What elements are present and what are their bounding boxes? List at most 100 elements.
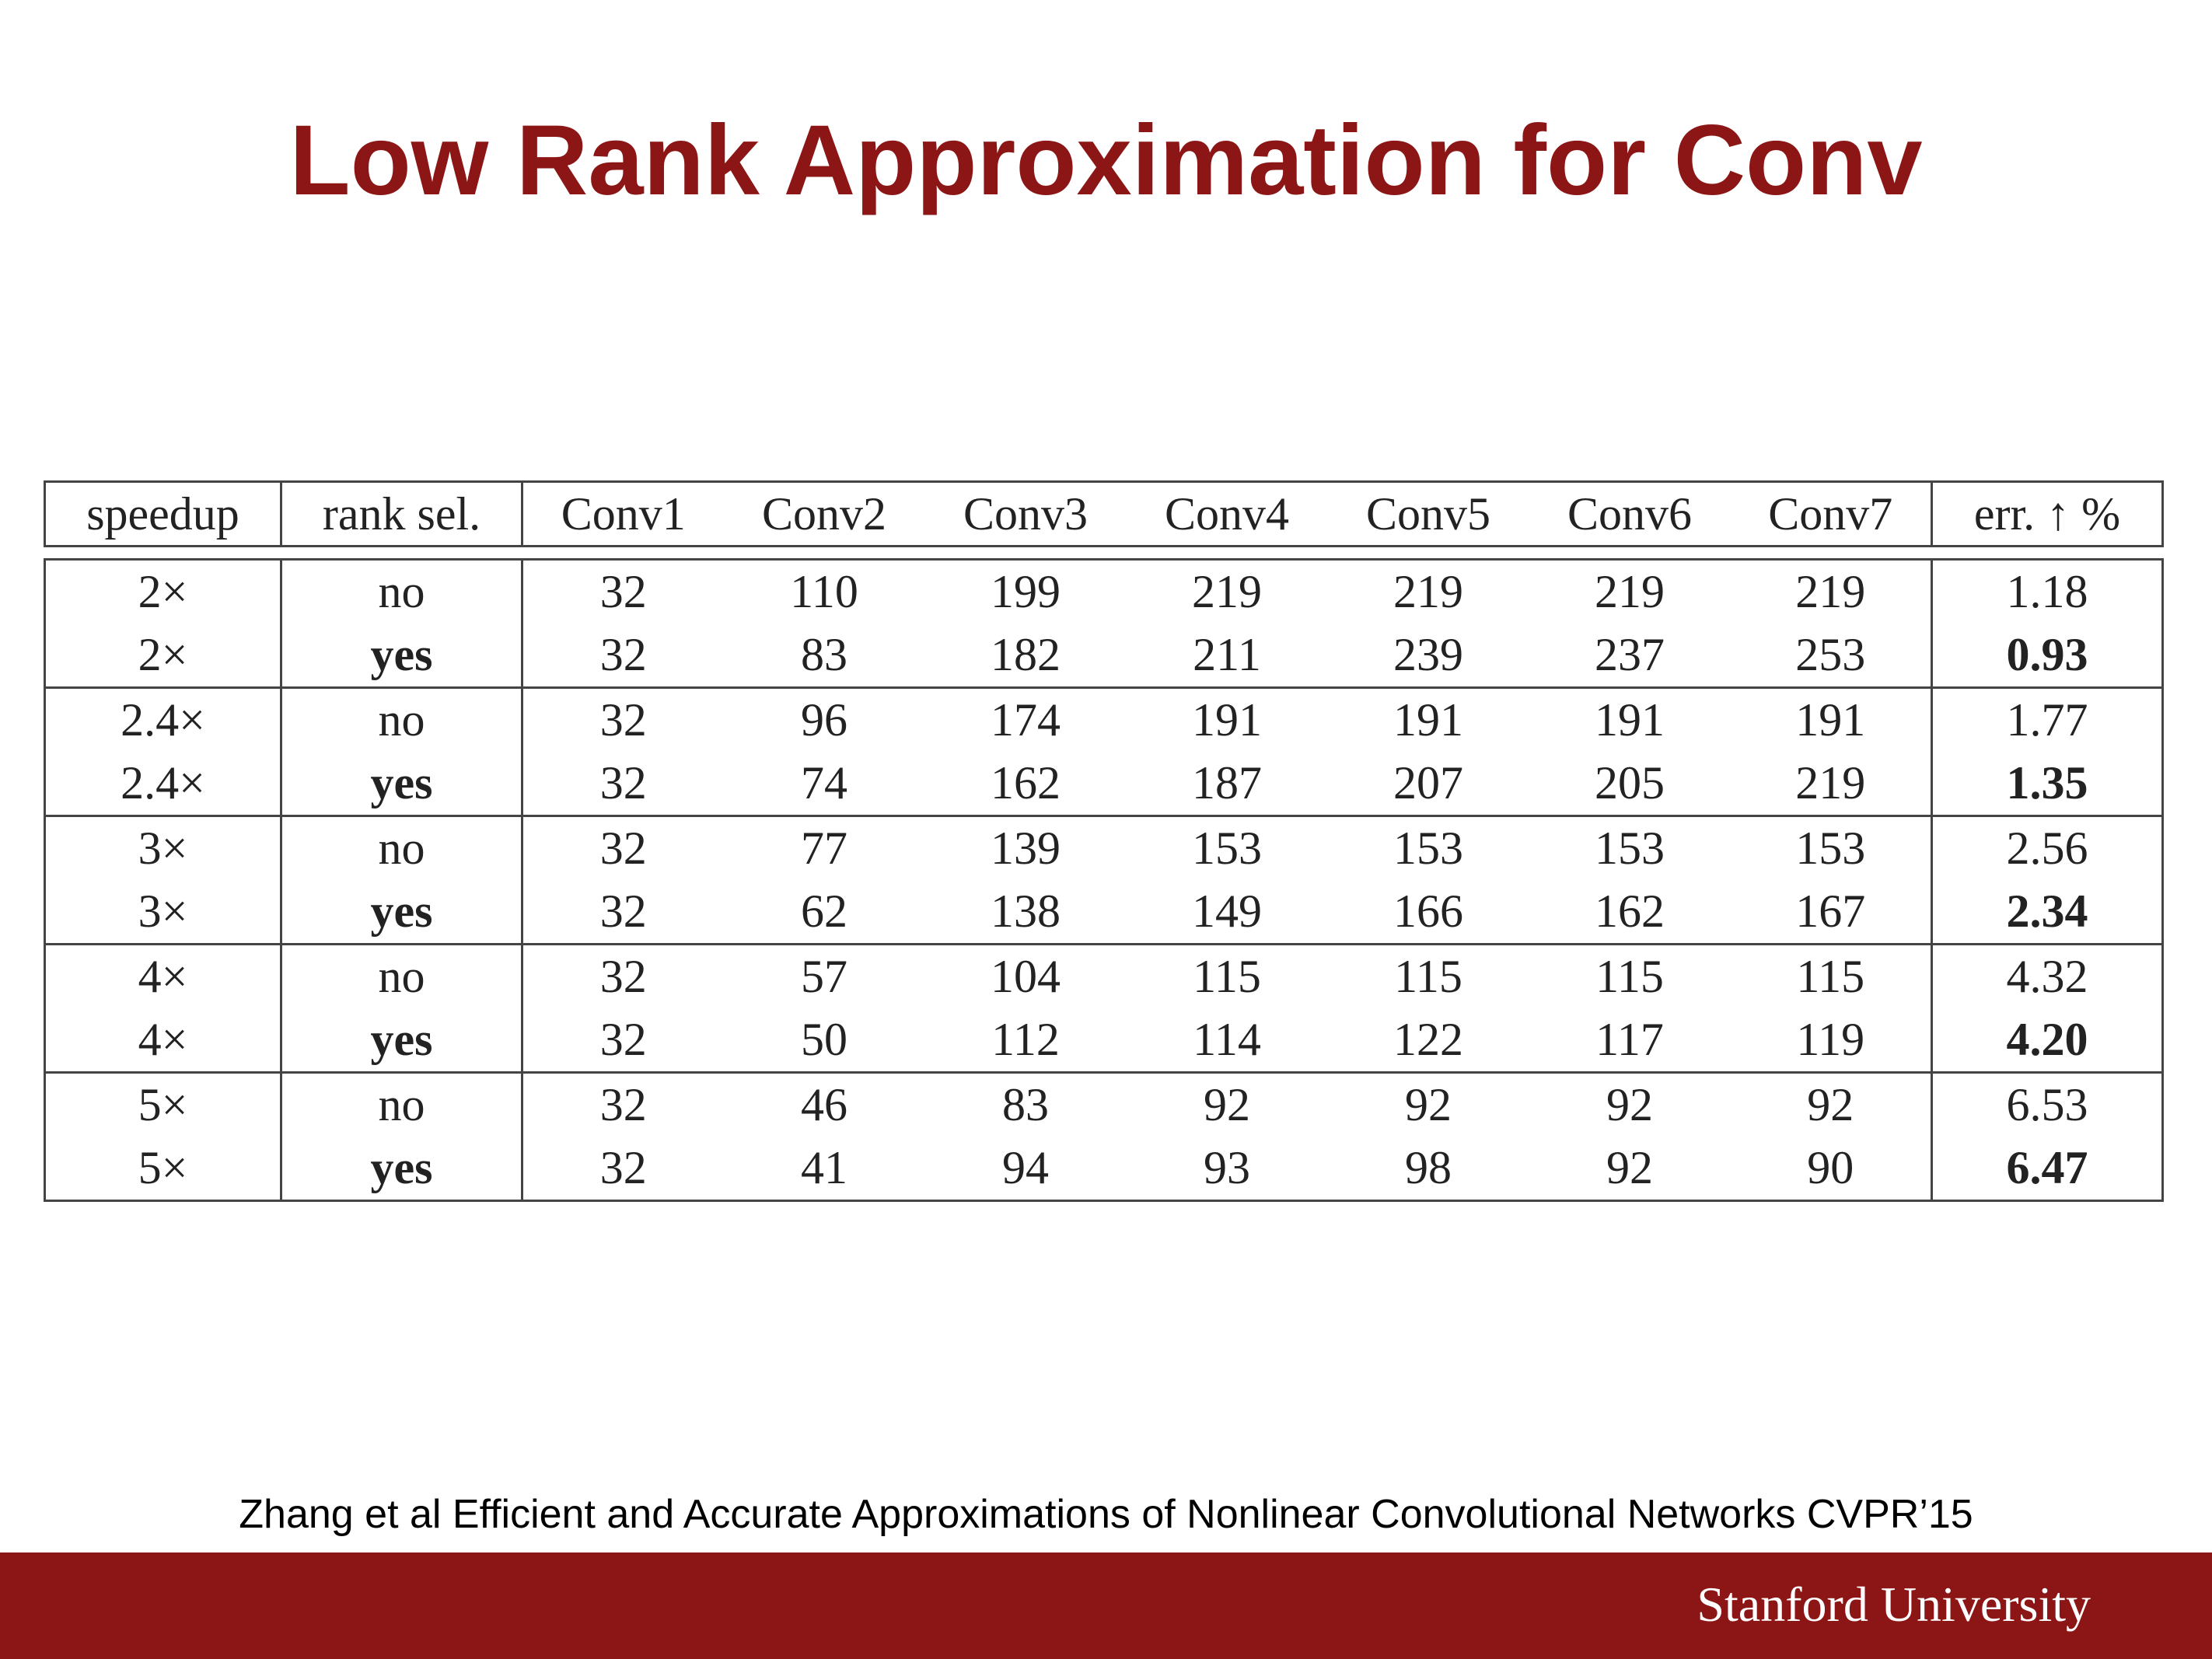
cell-speedup: 2.4× [44, 752, 282, 817]
cell-rank-sel: no [281, 1072, 523, 1137]
table-row: 4× no 32 57 104 115 115 115 115 4.32 [44, 944, 2163, 1008]
cell-conv4: 191 [1192, 694, 1262, 746]
cell-conv1: 32 [599, 1079, 647, 1130]
table-row: 3× yes 32 62 138 149 166 162 167 2.34 [44, 880, 2163, 945]
cell-conv4: 153 [1192, 823, 1262, 874]
cell-conv4: 187 [1126, 752, 1328, 817]
cell-conv1: 32 [599, 1142, 647, 1193]
cell-conv7: 253 [1730, 623, 1933, 689]
cell-conv3: 199 [991, 566, 1061, 617]
cell-speedup: 3× [44, 880, 282, 945]
cell-conv2: 57 [801, 951, 847, 1002]
cell-err: 1.35 [1931, 752, 2163, 817]
cell-conv1: 32 [599, 823, 647, 874]
table-row: 2× yes 32 83 182 211 239 237 253 0.93 [44, 623, 2163, 689]
table-row: 4× yes 32 50 112 114 122 117 119 4.20 [44, 1008, 2163, 1074]
cell-err: 1.18 [2006, 566, 2088, 617]
cell-conv5: 98 [1405, 1142, 1452, 1193]
cell-err: 4.32 [2006, 951, 2088, 1002]
cell-conv3: 104 [991, 951, 1061, 1002]
header-conv7: Conv7 [1730, 481, 1933, 547]
header-err: err. ↑ % [1973, 487, 2121, 540]
cell-conv6: 115 [1595, 951, 1664, 1002]
header-conv4: Conv4 [1164, 487, 1290, 540]
cell-conv4: 219 [1192, 566, 1262, 617]
cell-err: 2.56 [2006, 823, 2088, 874]
cell-conv2: 83 [723, 623, 925, 689]
cell-conv2: 50 [723, 1008, 925, 1074]
table-row: 5× yes 32 41 94 93 98 92 90 6.47 [44, 1137, 2163, 1201]
cell-conv1: 32 [522, 623, 724, 689]
cell-conv7: 167 [1730, 880, 1933, 945]
cell-conv3: 83 [1002, 1079, 1049, 1130]
cell-conv4: 114 [1126, 1008, 1328, 1074]
cell-conv5: 207 [1327, 752, 1529, 817]
cell-conv3: 112 [924, 1008, 1127, 1074]
header-conv2: Conv2 [761, 487, 887, 540]
table-body: 2× no 32 110 199 219 219 219 219 1.18 2× yes 32 83 182… [44, 558, 2164, 1202]
cell-conv1: 32 [522, 1008, 724, 1074]
cell-conv1: 32 [599, 694, 647, 746]
cell-conv1: 32 [522, 880, 724, 945]
cell-speedup: 4× [44, 1008, 282, 1074]
cell-conv7: 92 [1730, 1072, 1933, 1137]
cell-conv5: 92 [1405, 1079, 1452, 1130]
header-rank-sel: rank sel. [281, 481, 523, 547]
stanford-logo: Stanford University [1697, 1577, 2091, 1632]
cell-conv3: 138 [924, 880, 1127, 945]
cell-conv6: 162 [1529, 880, 1731, 945]
cell-err: 0.93 [1931, 623, 2163, 689]
header-speedup: speedup [44, 481, 282, 547]
cell-conv7: 153 [1730, 816, 1933, 880]
cell-conv3: 94 [1002, 1142, 1049, 1193]
cell-speedup: 5× [44, 1072, 282, 1137]
cell-conv4: 92 [1204, 1079, 1250, 1130]
cell-conv5: 122 [1327, 1008, 1529, 1074]
cell-conv4: 93 [1204, 1142, 1250, 1193]
cell-conv6: 117 [1529, 1008, 1731, 1074]
cell-conv6: 205 [1529, 752, 1731, 817]
cell-conv2: 110 [790, 566, 858, 617]
cell-conv3: 182 [924, 623, 1127, 689]
table-row: 2.4× no 32 96 174 191 191 191 191 1.77 [44, 687, 2163, 752]
cell-conv4: 149 [1126, 880, 1328, 945]
cell-speedup: 2× [44, 559, 282, 623]
cell-err: 6.53 [2006, 1079, 2088, 1130]
footer-bar: Stanford University [0, 1552, 2212, 1659]
cell-speedup: 2× [44, 623, 282, 689]
cell-conv6: 153 [1595, 823, 1665, 874]
cell-err: 1.77 [2006, 694, 2088, 746]
cell-err: 6.47 [2006, 1142, 2088, 1193]
cell-speedup: 4× [44, 944, 282, 1008]
cell-speedup: 5× [44, 1137, 282, 1201]
cell-conv1: 32 [599, 951, 647, 1002]
table-row: 3× no 32 77 139 153 153 153 153 2.56 [44, 816, 2163, 880]
cell-conv6: 92 [1606, 1142, 1653, 1193]
cell-conv6: 237 [1529, 623, 1731, 689]
cell-conv7: 191 [1730, 687, 1933, 752]
header-conv6: Conv6 [1567, 487, 1693, 540]
cell-conv7: 119 [1730, 1008, 1933, 1074]
cell-conv7: 90 [1730, 1137, 1933, 1201]
table-row: 2.4× yes 32 74 162 187 207 205 219 1.35 [44, 752, 2163, 817]
cell-rank-sel: no [281, 687, 523, 752]
cell-speedup: 2.4× [44, 687, 282, 752]
cell-rank-sel: yes [281, 623, 523, 689]
cell-conv7: 115 [1730, 944, 1933, 1008]
header-conv5: Conv5 [1365, 487, 1491, 540]
slide-title: Low Rank Approximation for Conv [289, 105, 1923, 216]
citation: Zhang et al Efficient and Accurate Appro… [239, 1492, 1973, 1537]
cell-conv2: 77 [801, 823, 847, 874]
cell-conv2: 96 [801, 694, 847, 746]
cell-conv5: 239 [1327, 623, 1529, 689]
cell-conv2: 46 [801, 1079, 847, 1130]
header-conv1: Conv1 [561, 487, 686, 540]
cell-conv4: 211 [1126, 623, 1328, 689]
cell-rank-sel: yes [281, 1137, 523, 1201]
cell-rank-sel: no [281, 559, 523, 623]
cell-conv4: 115 [1193, 951, 1261, 1002]
cell-conv5: 219 [1393, 566, 1463, 617]
cell-err: 2.34 [1931, 880, 2163, 945]
cell-rank-sel: yes [281, 880, 523, 945]
cell-conv2: 74 [723, 752, 925, 817]
